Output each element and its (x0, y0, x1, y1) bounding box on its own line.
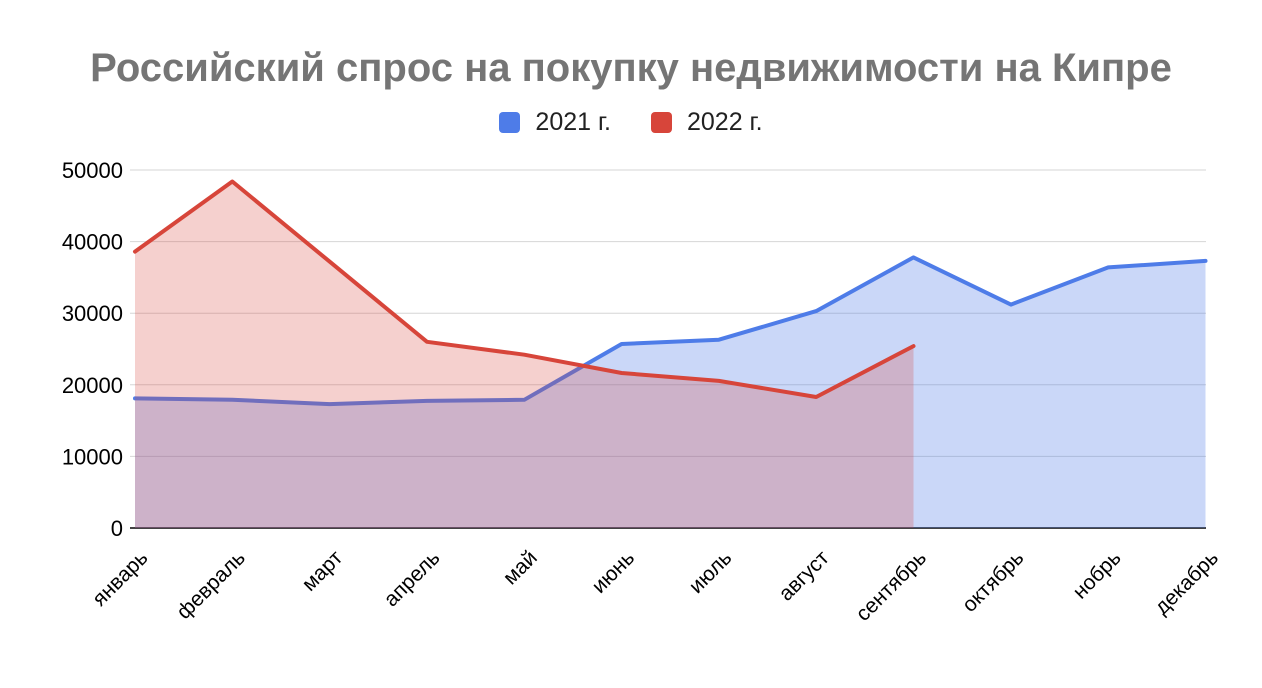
chart-title: Российский спрос на покупку недвижимости… (90, 46, 1172, 90)
x-tick-label-июль: июль (685, 546, 737, 598)
y-tick-label-40000: 40000 (62, 230, 123, 255)
y-tick-label-50000: 50000 (62, 158, 123, 183)
series-line-2022 г. (133, 179, 916, 399)
x-tick-label-июнь: июнь (587, 546, 639, 598)
x-tick-label-март: март (298, 546, 348, 596)
legend-item-2022: 2022 г. (651, 110, 763, 135)
legend-label-2021: 2021 г. (535, 108, 611, 136)
series-area-2021 г. (135, 257, 1206, 528)
x-tick-label-октябрь: октябрь (958, 546, 1029, 617)
legend-item-2021: 2021 г. (499, 110, 611, 135)
y-tick-label-30000: 30000 (62, 301, 123, 326)
x-tick-label-апрель: апрель (380, 546, 445, 611)
x-tick-label-нобрь: нобрь (1068, 546, 1125, 603)
y-tick-label-0: 0 (111, 516, 123, 541)
y-tick-label-20000: 20000 (62, 373, 123, 398)
x-tick-label-январь: январь (88, 546, 153, 611)
legend-swatch-2021 (499, 112, 521, 133)
legend-label-2022: 2022 г. (687, 108, 763, 136)
y-tick-label-10000: 10000 (62, 444, 123, 469)
x-tick-label-февраль: февраль (172, 546, 250, 624)
x-tick-label-сентябрь: сентябрь (852, 546, 932, 626)
legend: 2021 г. 2022 г. (0, 110, 1262, 135)
x-tick-label-май: май (499, 546, 542, 589)
x-tick-label-август: август (774, 546, 834, 606)
legend-swatch-2022 (651, 112, 672, 133)
series-line-2021 г. (133, 255, 1208, 407)
x-tick-label-декабрь: декабрь (1150, 546, 1223, 619)
